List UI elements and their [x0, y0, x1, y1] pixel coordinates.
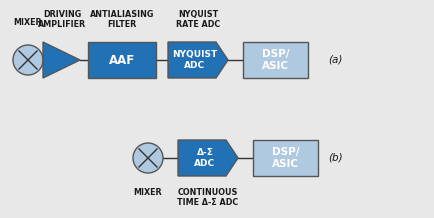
Text: MIXER: MIXER — [13, 18, 42, 27]
Text: DSP/
ASIC: DSP/ ASIC — [261, 49, 289, 71]
Text: AAF: AAF — [108, 53, 135, 66]
Text: NYQUIST
RATE ADC: NYQUIST RATE ADC — [175, 10, 220, 29]
Bar — [253, 140, 317, 176]
Polygon shape — [178, 140, 237, 176]
Bar — [88, 42, 156, 78]
Polygon shape — [43, 42, 80, 78]
Text: CONTINUOUS
TIME Δ-Σ ADC: CONTINUOUS TIME Δ-Σ ADC — [177, 188, 238, 207]
Polygon shape — [168, 42, 227, 78]
Text: (a): (a) — [327, 55, 342, 65]
Circle shape — [133, 143, 163, 173]
Text: DSP/
ASIC: DSP/ ASIC — [271, 147, 299, 169]
Text: NYQUIST
ADC: NYQUIST ADC — [172, 50, 217, 70]
Text: (b): (b) — [327, 153, 342, 163]
Text: MIXER: MIXER — [133, 188, 162, 197]
Text: DRIVING
AMPLIFIER: DRIVING AMPLIFIER — [38, 10, 86, 29]
Text: Δ-Σ
ADC: Δ-Σ ADC — [194, 148, 215, 168]
Bar — [243, 42, 307, 78]
Circle shape — [13, 45, 43, 75]
Text: ANTIALIASING
FILTER: ANTIALIASING FILTER — [89, 10, 154, 29]
